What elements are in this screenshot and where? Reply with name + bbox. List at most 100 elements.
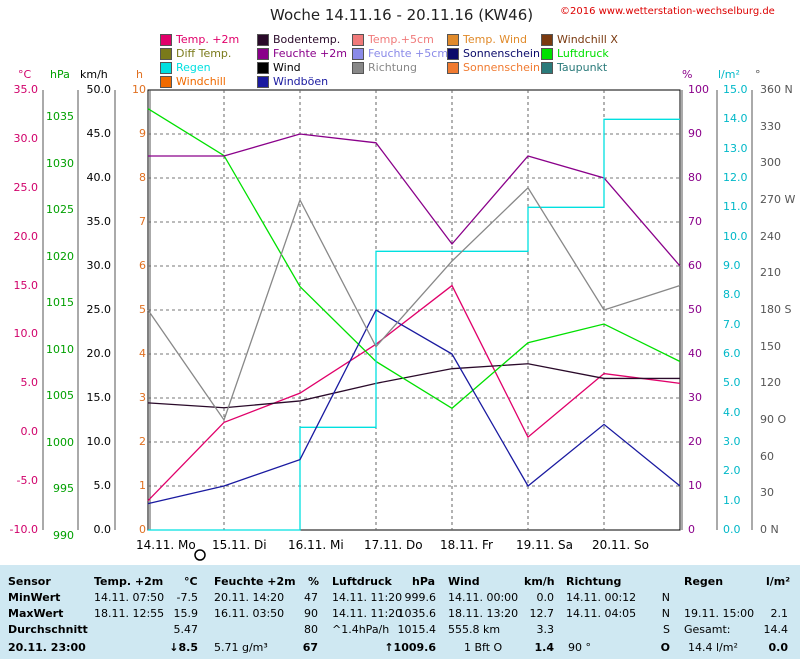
unit-rain: l/m² (718, 68, 740, 81)
press-tick: 1005 (46, 389, 74, 402)
table-header-rain-unit: l/m² (766, 575, 791, 588)
series-line (147, 284, 681, 502)
sun-tick: 2 (139, 435, 146, 448)
legend-label: Feuchte +2m (273, 47, 347, 60)
legend-swatch (541, 33, 553, 46)
dir-tick: 240 (760, 229, 781, 243)
current-rain: 0.0 (768, 641, 789, 654)
current-rain-extra: 14.4 l/m² (688, 641, 738, 654)
legend-label: Temp. Wind (463, 33, 527, 46)
temp-tick: 30.0 (13, 131, 39, 145)
rain-tick: 0.0 (723, 523, 741, 536)
rain-tick: 10.0 (723, 229, 748, 243)
dir-tick: 210 (760, 266, 781, 280)
temp-value: 15.9 (173, 607, 199, 620)
rain-time: 19.11. 15:00 (684, 607, 755, 620)
press-tick: 1000 (46, 435, 74, 449)
wind-time: 18.11. 13:20 (448, 607, 519, 620)
series-line (148, 118, 680, 531)
dir-value: S (663, 623, 670, 636)
current-wind-extra: 1 Bft O (464, 641, 503, 654)
day-label: 15.11. Di (212, 538, 267, 552)
table-header-rain: Regen (684, 575, 724, 588)
press-tick: 1020 (46, 249, 74, 263)
rain-tick: 14.0 (723, 112, 748, 126)
legend-label: Sonnenschein (463, 61, 540, 74)
hum-tick: 90 (688, 127, 702, 140)
legend-swatch (352, 61, 364, 74)
legend-swatch (447, 47, 459, 60)
temp-tick: 20.0 (13, 229, 39, 243)
legend-label: Luftdruck (557, 47, 609, 60)
day-label: 18.11. Fr (440, 538, 493, 552)
temp-tick: 25.0 (13, 180, 39, 194)
hum-tick: 50 (688, 303, 702, 316)
legend-swatch (447, 33, 459, 46)
legend-label: Sonnenschein (463, 47, 540, 60)
legend-label: Temp. +2m (176, 33, 240, 46)
dir-tick: 0 N (760, 523, 779, 536)
table-header-temp: Temp. +2m (94, 575, 164, 588)
legend-item: Temp.+5cm (352, 33, 434, 46)
rain-tick: 6.0 (723, 347, 741, 360)
legend-item: Feuchte +5cm (352, 47, 448, 60)
unit-press: hPa (50, 68, 70, 81)
unit-sun: h (136, 68, 143, 81)
weather-chart (42, 89, 753, 561)
temp-tick: -10.0 (9, 523, 38, 536)
unit-temp: °C (18, 68, 32, 81)
rain-tick: 4.0 (723, 405, 741, 419)
series-line (147, 363, 680, 409)
legend-item: Sonnenschein (447, 61, 540, 74)
press-tick: 1030 (46, 156, 74, 170)
day-label: 17.11. Do (364, 538, 423, 552)
wind-tick: 45.0 (86, 127, 112, 140)
unit-hum: % (682, 68, 693, 81)
table-header-dir: Richtung (566, 575, 622, 588)
press-time: 14.11. 11:20 (332, 591, 403, 604)
legend-item: Temp. Wind (447, 33, 527, 46)
temp-tick: -5.0 (16, 474, 38, 488)
press-value: 1035.6 (397, 607, 437, 620)
legend-item: Windchill (160, 75, 226, 88)
rain-value: 14.4 (763, 623, 789, 636)
hum-tick: 20 (688, 435, 702, 448)
rain-tick: 5.0 (723, 376, 741, 390)
rain-tick: 3.0 (723, 435, 741, 448)
rain-tick: 9.0 (723, 259, 741, 272)
legend-swatch (352, 47, 364, 60)
hum-tick: 100 (688, 83, 709, 96)
legend-item: Diff Temp. (160, 47, 231, 60)
hum-value: 47 (304, 591, 318, 604)
wind-value: 3.3 (536, 623, 555, 636)
wind-tick: 35.0 (86, 215, 112, 228)
hum-tick: 80 (688, 171, 702, 184)
current-label: 20.11. 23:00 (8, 641, 86, 654)
press-time: 14.11. 11:20 (332, 607, 403, 620)
dir-value: N (661, 607, 670, 620)
wind-value: 0.0 (536, 591, 555, 604)
legend-item: Richtung (352, 61, 417, 74)
sun-tick: 4 (139, 347, 146, 360)
wind-time: 555.8 km (448, 623, 501, 636)
dir-time: 14.11. 00:12 (566, 591, 637, 604)
legend-label: Temp.+5cm (368, 33, 434, 46)
temp-tick: 0.0 (20, 425, 39, 439)
rain-time: Gesamt: (684, 623, 731, 636)
sun-tick: 0 (139, 523, 146, 536)
temp-value: 5.47 (173, 623, 199, 636)
dir-tick: 360 N (760, 83, 793, 96)
sun-tick: 8 (139, 171, 146, 184)
legend-label: Windchill (176, 75, 226, 88)
series-line (147, 108, 681, 410)
row-label: MaxWert (8, 607, 64, 620)
hum-tick: 30 (688, 391, 702, 404)
temp-tick: 5.0 (20, 376, 39, 390)
temp-time: 18.11. 12:55 (94, 607, 165, 620)
dir-tick: 90 O (760, 413, 787, 426)
hum-tick: 60 (688, 259, 702, 272)
hum-tick: 40 (688, 347, 702, 360)
hum-tick: 70 (688, 215, 702, 228)
sun-tick: 1 (139, 479, 146, 492)
press-tick: 1025 (46, 203, 74, 216)
